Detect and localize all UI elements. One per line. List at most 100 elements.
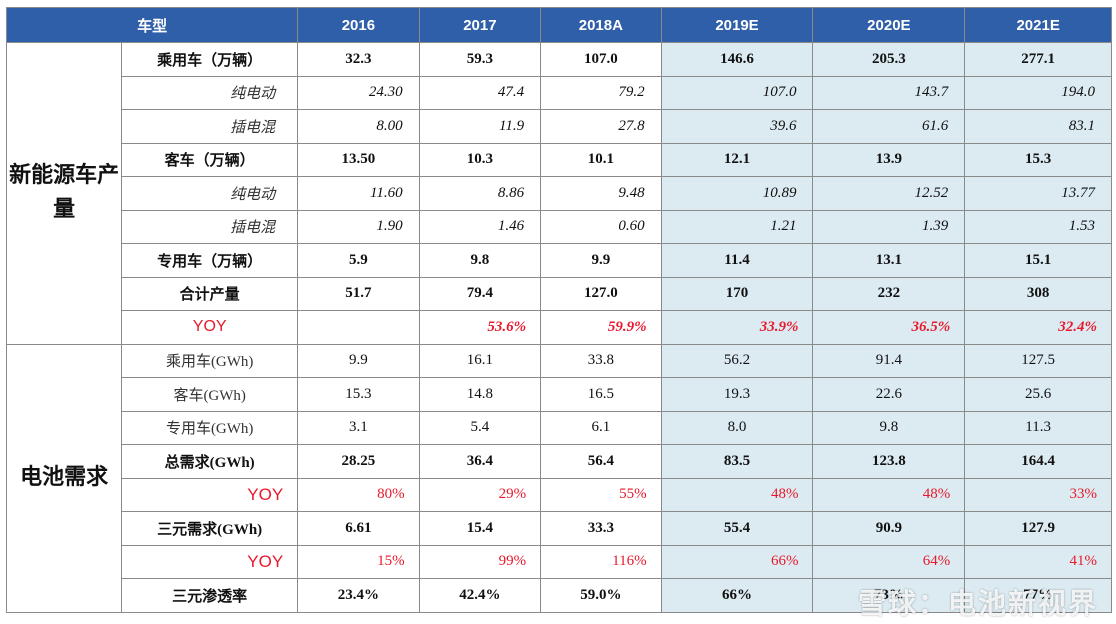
table-row: 纯电动 11.60 8.86 9.48 10.89 12.52 13.77 — [7, 176, 1112, 211]
data-table: 车型 2016 2017 2018A 2019E 2020E 2021E 新能源… — [5, 7, 1112, 613]
row-label: 三元渗透率 — [121, 578, 299, 613]
cell-value: 232 — [812, 276, 966, 311]
row-label: 专用车（万辆） — [121, 243, 299, 278]
cell-value: 9.48 — [540, 176, 662, 211]
cell-value: 79.2 — [540, 75, 662, 110]
row-label: 客车（万辆） — [121, 142, 299, 177]
cell-value: 10.3 — [418, 142, 542, 177]
cell-value: 83.5 — [660, 444, 814, 479]
row-label-yoy: YOY — [121, 544, 299, 579]
cell-value: 15.3 — [297, 377, 420, 412]
cell-value: 99% — [418, 544, 542, 579]
cell-value: 12.1 — [660, 142, 814, 177]
cell-value: 1.39 — [812, 209, 966, 244]
cell-value: 8.0 — [660, 410, 814, 445]
row-label: 客车(GWh) — [121, 377, 299, 412]
cell-value: 42.4% — [418, 578, 542, 613]
cell-value: 48% — [660, 477, 814, 512]
cell-value: 19.3 — [660, 377, 814, 412]
cell-value: 3.1 — [297, 410, 420, 445]
cell-value: 8.00 — [297, 109, 420, 144]
cell-value: 11.3 — [964, 410, 1112, 445]
cell-value: 277.1 — [964, 42, 1112, 77]
cell-value: 24.30 — [297, 75, 420, 110]
header-year: 2020E — [812, 7, 966, 43]
cell-value: 33.3 — [540, 511, 662, 546]
cell-value: 77% — [964, 578, 1112, 613]
table-row: YOY 15% 99% 116% 66% 64% 41% — [7, 544, 1112, 579]
cell-value: 1.53 — [964, 209, 1112, 244]
cell-value: 15.1 — [964, 243, 1112, 278]
table-row: 三元需求(GWh) 6.61 15.4 33.3 55.4 90.9 127.9 — [7, 511, 1112, 546]
cell-value — [297, 310, 420, 345]
cell-value: 59.3 — [418, 42, 542, 77]
cell-value: 0.60 — [540, 209, 662, 244]
table-row: 客车（万辆） 13.50 10.3 10.1 12.1 13.9 15.3 — [7, 142, 1112, 177]
watermark: 雪球：电池新视界 — [857, 587, 1098, 620]
row-label: 纯电动 — [121, 176, 299, 211]
cell-value: 127.0 — [540, 276, 662, 311]
table-row: YOY 53.6% 59.9% 33.9% 36.5% 32.4% — [7, 310, 1112, 345]
cell-value: 9.9 — [540, 243, 662, 278]
cell-value: 48% — [812, 477, 966, 512]
row-label: 三元需求(GWh) — [121, 511, 299, 546]
row-label: 专用车(GWh) — [121, 410, 299, 445]
cell-value: 10.89 — [660, 176, 814, 211]
cell-value: 194.0 — [964, 75, 1112, 110]
cell-value: 51.7 — [297, 276, 420, 311]
cell-value: 39.6 — [660, 109, 814, 144]
header-vehicle-type: 车型 — [5, 7, 299, 43]
cell-value: 73% — [812, 578, 966, 613]
cell-value: 59.9% — [540, 310, 662, 345]
cell-value: 14.8 — [418, 377, 542, 412]
cell-value: 11.60 — [297, 176, 420, 211]
group-nev-production: 新能源车产量 — [5, 42, 123, 345]
cell-value: 107.0 — [540, 42, 662, 77]
row-label: 插电混 — [121, 109, 299, 144]
row-label: 乘用车（万辆） — [121, 42, 299, 77]
table-row: 专用车（万辆） 5.9 9.8 9.9 11.4 13.1 15.1 — [7, 243, 1112, 278]
table-row: 电池需求 乘用车(GWh) 9.9 16.1 33.8 56.2 91.4 12… — [5, 343, 1112, 613]
cell-value: 55% — [540, 477, 662, 512]
group-battery-demand: 电池需求 — [5, 343, 123, 613]
cell-value: 5.9 — [297, 243, 420, 278]
table-row: 三元渗透率 23.4% 42.4% 59.0% 66% 73% 77% — [7, 578, 1112, 613]
cell-value: 29% — [418, 477, 542, 512]
table-row: 新能源车产量 乘用车（万辆） 32.3 59.3 107.0 146.6 205… — [5, 42, 1112, 345]
cell-value: 13.50 — [297, 142, 420, 177]
header-row: 车型 2016 2017 2018A 2019E 2020E 2021E — [5, 7, 1112, 43]
cell-value: 1.21 — [660, 209, 814, 244]
cell-value: 90.9 — [812, 511, 966, 546]
row-label: 插电混 — [121, 209, 299, 244]
table-row: 客车(GWh) 15.3 14.8 16.5 19.3 22.6 25.6 — [7, 377, 1112, 412]
cell-value: 22.6 — [812, 377, 966, 412]
cell-value: 1.90 — [297, 209, 420, 244]
cell-value: 13.77 — [964, 176, 1112, 211]
cell-value: 107.0 — [660, 75, 814, 110]
cell-value: 15% — [297, 544, 420, 579]
cell-value: 55.4 — [660, 511, 814, 546]
table-row: 插电混 8.00 11.9 27.8 39.6 61.6 83.1 — [7, 109, 1112, 144]
header-year: 2021E — [964, 7, 1112, 43]
header-year: 2017 — [418, 7, 542, 43]
cell-value: 146.6 — [660, 42, 814, 77]
header-year: 2018A — [540, 7, 662, 43]
cell-value: 41% — [964, 544, 1112, 579]
table-row: 插电混 1.90 1.46 0.60 1.21 1.39 1.53 — [7, 209, 1112, 244]
cell-value: 33.9% — [660, 310, 814, 345]
cell-value: 164.4 — [964, 444, 1112, 479]
cell-value: 56.2 — [660, 343, 814, 378]
cell-value: 205.3 — [812, 42, 966, 77]
table-row: 纯电动 24.30 47.4 79.2 107.0 143.7 194.0 — [7, 75, 1112, 110]
cell-value: 11.4 — [660, 243, 814, 278]
table-row: 总需求(GWh) 28.25 36.4 56.4 83.5 123.8 164.… — [7, 444, 1112, 479]
header-year: 2019E — [660, 7, 814, 43]
cell-value: 61.6 — [812, 109, 966, 144]
cell-value: 56.4 — [540, 444, 662, 479]
cell-value: 64% — [812, 544, 966, 579]
cell-value: 13.9 — [812, 142, 966, 177]
cell-value: 59.0% — [540, 578, 662, 613]
cell-value: 1.46 — [418, 209, 542, 244]
cell-value: 127.9 — [964, 511, 1112, 546]
cell-value: 66% — [660, 578, 814, 613]
